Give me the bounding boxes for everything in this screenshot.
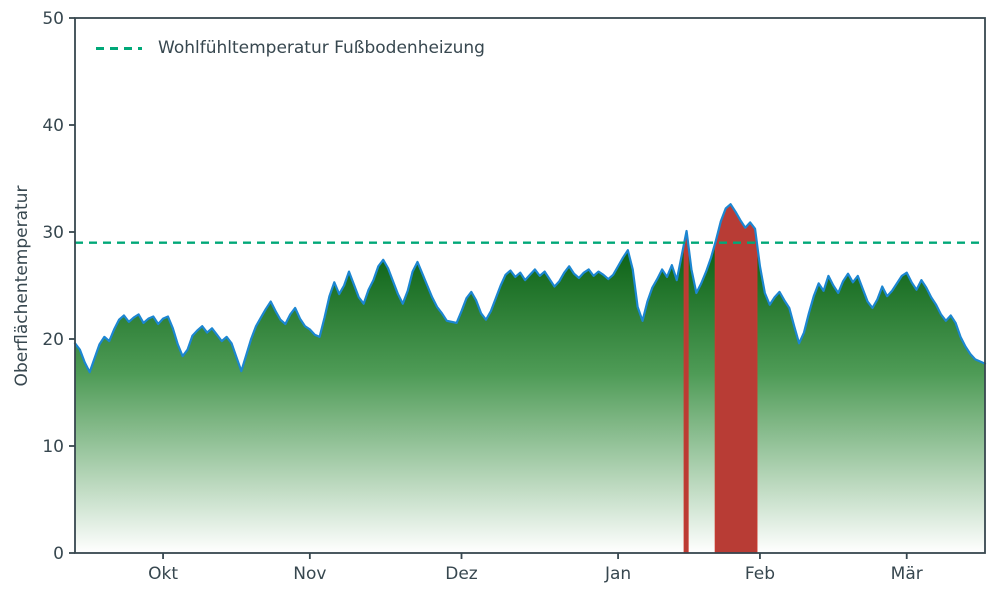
exceedance-region bbox=[683, 230, 689, 554]
temperature-line bbox=[73, 203, 987, 374]
exceedance-region bbox=[714, 203, 758, 554]
y-tick-label: 10 bbox=[42, 437, 64, 457]
temperature-area bbox=[75, 204, 985, 553]
x-tick-label: Okt bbox=[148, 564, 178, 584]
x-tick-label: Dez bbox=[445, 564, 478, 584]
x-tick-label: Jan bbox=[604, 564, 631, 584]
legend-label: Wohlfühltemperatur Fußbodenheizung bbox=[158, 38, 485, 58]
y-tick-label: 0 bbox=[53, 544, 64, 564]
x-tick-label: Mär bbox=[891, 564, 923, 584]
y-tick-label: 40 bbox=[42, 116, 64, 136]
y-tick-label: 30 bbox=[42, 223, 64, 243]
y-tick-label: 50 bbox=[42, 9, 64, 29]
plot-frame bbox=[74, 17, 986, 554]
y-axis-label: Oberflächentemperatur bbox=[12, 185, 32, 387]
legend: Wohlfühltemperatur Fußbodenheizung bbox=[96, 38, 485, 58]
x-tick-label: Feb bbox=[745, 564, 775, 584]
threshold-line-swatch bbox=[96, 46, 142, 50]
y-tick-label: 20 bbox=[42, 330, 64, 350]
x-tick-label: Nov bbox=[293, 564, 326, 584]
